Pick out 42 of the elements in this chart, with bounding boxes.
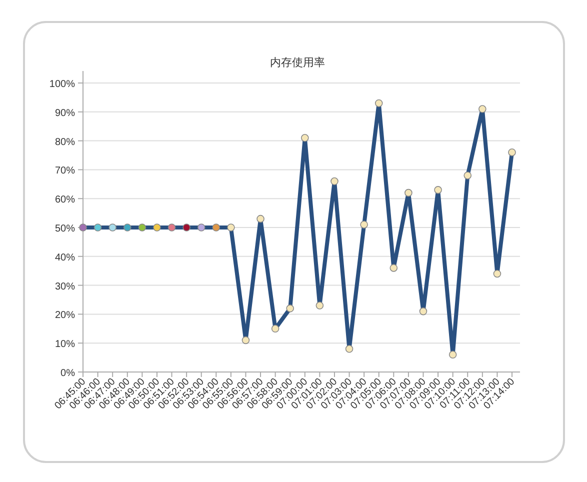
y-tick-label: 20%: [54, 310, 76, 322]
point: [448, 350, 457, 359]
point: [227, 224, 235, 232]
point: [330, 177, 338, 186]
y-tick-label: 0%: [60, 368, 76, 379]
y-tick-label: 100%: [49, 79, 76, 90]
chart-title: 内存使用率: [270, 56, 325, 69]
point: [404, 188, 412, 197]
y-tick-label: 90%: [54, 108, 76, 119]
point: [316, 302, 324, 310]
point: [508, 148, 516, 156]
point: [79, 224, 87, 232]
point: [168, 224, 176, 232]
point: [123, 224, 132, 232]
y-tick-label: 30%: [54, 281, 76, 292]
point: [345, 344, 354, 353]
y-tick-label: 60%: [54, 194, 76, 206]
point: [242, 336, 250, 344]
point: [360, 220, 368, 229]
point: [419, 307, 428, 316]
point: [464, 172, 472, 180]
point: [271, 324, 280, 333]
point: [286, 304, 294, 312]
point: [138, 224, 146, 232]
point: [94, 224, 102, 232]
point: [478, 105, 486, 113]
point: [374, 99, 383, 108]
point: [300, 134, 309, 142]
point: [493, 270, 502, 278]
point: [182, 224, 190, 232]
y-tick-label: 10%: [54, 339, 76, 350]
point: [434, 186, 442, 194]
point: [153, 224, 161, 232]
y-tick-label: 80%: [54, 136, 76, 148]
point: [212, 224, 220, 232]
point: [108, 224, 116, 232]
y-tick-label: 70%: [54, 166, 76, 177]
point: [390, 264, 398, 272]
point: [256, 214, 264, 223]
y-tick-label: 50%: [54, 224, 76, 234]
y-tick-label: 40%: [54, 252, 76, 264]
point: [197, 224, 206, 232]
